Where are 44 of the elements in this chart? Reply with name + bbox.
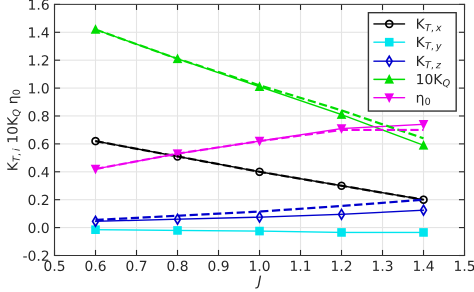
x-tick-label: 0.7 bbox=[126, 260, 146, 272]
x-tick-label: 1.5 bbox=[455, 260, 474, 272]
x-tick-label: 1.0 bbox=[250, 260, 270, 272]
point bbox=[255, 226, 264, 236]
x-tick-label: 0.5 bbox=[44, 260, 64, 272]
x-tick-label: 1.1 bbox=[291, 260, 310, 271]
point bbox=[419, 228, 428, 237]
point bbox=[337, 181, 346, 190]
legend-label: η$_{0}$ bbox=[416, 94, 430, 106]
x-tick-label: 0.6 bbox=[85, 260, 106, 272]
point bbox=[91, 164, 100, 174]
y-tick-label: 1.0 bbox=[29, 83, 49, 94]
y-tick-label: 0.0 bbox=[28, 222, 49, 234]
point bbox=[255, 167, 264, 176]
x-tick-label: 1.3 bbox=[373, 260, 392, 272]
y-tick-label: 0.8 bbox=[28, 110, 49, 122]
point bbox=[419, 120, 428, 129]
x-tick-label: 0.8 bbox=[167, 260, 188, 272]
point bbox=[419, 195, 428, 204]
point bbox=[173, 226, 182, 235]
x-tick-label: 1.4 bbox=[414, 260, 434, 271]
x-tick-label: 1.2 bbox=[332, 260, 352, 271]
y-tick-label: -0.2 bbox=[23, 250, 48, 261]
point bbox=[337, 228, 346, 237]
point bbox=[91, 25, 100, 34]
y-tick-label: 0.6 bbox=[28, 138, 49, 150]
x-tick-label: 0.9 bbox=[208, 260, 229, 272]
legend-label: 10K$_{Q}$ bbox=[417, 74, 450, 88]
point bbox=[337, 110, 346, 119]
point bbox=[173, 152, 182, 161]
legend-label: K$_{T,z}$ bbox=[416, 56, 442, 70]
x-axis-title: J bbox=[255, 276, 262, 289]
point bbox=[91, 136, 100, 146]
legend-label: K$_{T,x}$ bbox=[416, 18, 442, 32]
point bbox=[337, 124, 346, 133]
y-tick-label: 1.2 bbox=[29, 55, 48, 66]
point bbox=[419, 140, 428, 150]
point bbox=[91, 225, 100, 234]
legend-label: K$_{T,y}$ bbox=[416, 36, 442, 52]
y-tick-label: 1.4 bbox=[29, 27, 49, 38]
y-tick-label: 0.4 bbox=[28, 166, 49, 178]
y-tick-label: 0.2 bbox=[28, 194, 48, 206]
point bbox=[255, 82, 264, 91]
y-axis-title: K$_{T,i}$ 10K$_{Q}$ η$_{0}$ bbox=[7, 90, 21, 170]
